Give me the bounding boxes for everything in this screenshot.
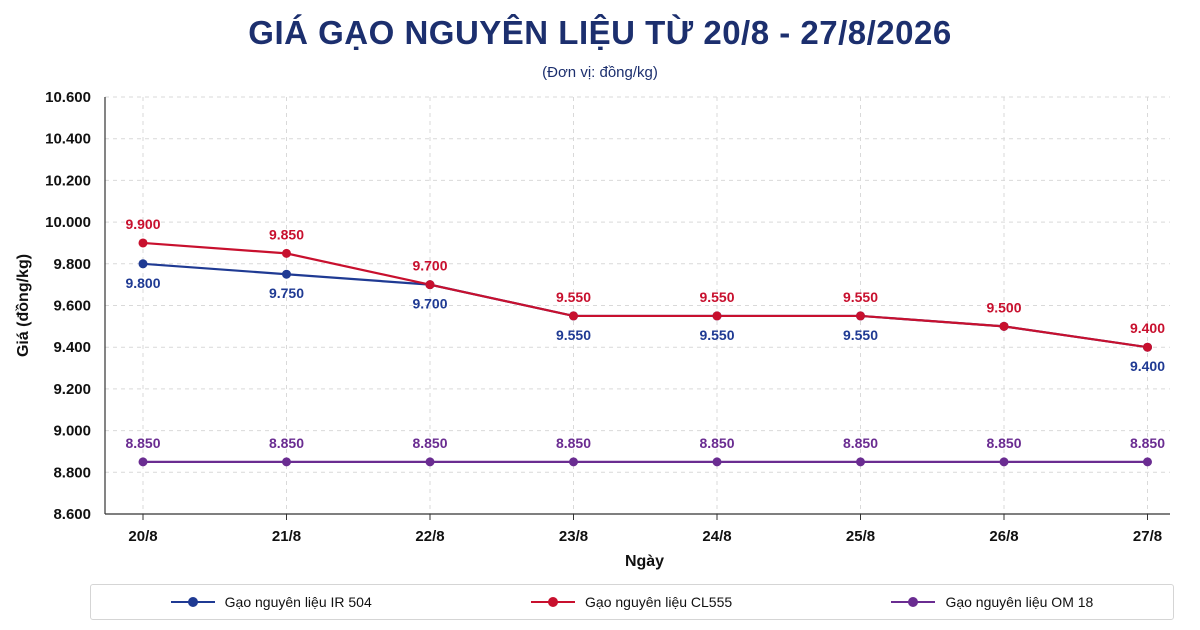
y-tick-label: 10.600 bbox=[45, 89, 91, 106]
data-point-1 bbox=[138, 238, 148, 248]
x-axis-label: Ngày bbox=[625, 553, 664, 570]
legend-swatch-ir504 bbox=[170, 597, 215, 607]
data-label-1: 9.400 bbox=[1130, 320, 1165, 336]
data-point-1 bbox=[569, 311, 578, 321]
data-point-2 bbox=[999, 457, 1009, 467]
chart-subtitle: (Đơn vị: đồng/kg) bbox=[542, 64, 658, 81]
legend-dot-om18 bbox=[908, 597, 919, 607]
legend-dot-cl555 bbox=[548, 597, 559, 607]
data-label-1: 9.550 bbox=[699, 289, 734, 305]
data-label-2: 8.850 bbox=[843, 435, 878, 451]
data-point-2 bbox=[712, 457, 722, 467]
y-tick-label: 8.800 bbox=[53, 464, 91, 481]
x-tick-label: 26/8 bbox=[989, 528, 1018, 545]
y-axis-label: Giá (đồng/kg) bbox=[15, 254, 32, 357]
legend-dot-ir504 bbox=[187, 597, 198, 607]
data-label-2: 8.850 bbox=[125, 435, 160, 451]
data-label-0: 9.550 bbox=[843, 327, 878, 343]
x-tick-label: 23/8 bbox=[559, 528, 588, 545]
x-tick-label: 22/8 bbox=[415, 528, 444, 545]
legend-swatch-om18 bbox=[891, 597, 936, 607]
data-label-0: 9.550 bbox=[556, 327, 591, 343]
y-tick-label: 9.600 bbox=[53, 298, 91, 315]
y-tick-label: 9.200 bbox=[53, 381, 91, 398]
data-label-2: 8.850 bbox=[412, 435, 447, 451]
data-point-2 bbox=[856, 457, 865, 467]
legend-item-om18[interactable]: Gạo nguyên liệu OM 18 bbox=[891, 594, 1093, 610]
data-point-2 bbox=[282, 457, 291, 467]
data-point-1 bbox=[1143, 342, 1152, 352]
y-tick-label: 9.000 bbox=[53, 423, 91, 440]
data-label-2: 8.850 bbox=[986, 435, 1021, 451]
x-tick-label: 25/8 bbox=[846, 528, 875, 545]
y-tick-label: 9.400 bbox=[53, 339, 91, 356]
data-point-1 bbox=[712, 311, 722, 321]
data-label-1: 9.550 bbox=[556, 289, 591, 305]
data-label-1: 9.500 bbox=[986, 299, 1021, 315]
data-point-2 bbox=[138, 457, 148, 467]
chart-title: GIÁ GẠO NGUYÊN LIỆU TỪ 20/8 - 27/8/2026 bbox=[248, 14, 952, 51]
legend-label-ir504: Gạo nguyên liệu IR 504 bbox=[224, 594, 372, 610]
legend-swatch-cl555 bbox=[531, 597, 576, 607]
x-tick-label: 20/8 bbox=[128, 528, 157, 545]
y-tick-label: 10.000 bbox=[45, 214, 91, 231]
legend-label-om18: Gạo nguyên liệu OM 18 bbox=[945, 594, 1094, 610]
data-point-2 bbox=[569, 457, 578, 467]
y-tick-label: 9.800 bbox=[53, 256, 91, 273]
x-tick-label: 21/8 bbox=[272, 528, 301, 545]
data-label-0: 9.750 bbox=[269, 285, 304, 301]
data-point-2 bbox=[425, 457, 435, 467]
data-label-2: 8.850 bbox=[699, 435, 734, 451]
data-point-1 bbox=[999, 321, 1009, 331]
legend-item-cl555[interactable]: Gạo nguyên liệu CL555 bbox=[531, 594, 732, 610]
data-point-0 bbox=[282, 269, 291, 279]
y-tick-label: 10.400 bbox=[45, 131, 91, 148]
data-point-0 bbox=[138, 259, 148, 269]
legend-item-ir504[interactable]: Gạo nguyên liệu IR 504 bbox=[170, 594, 372, 610]
data-label-2: 8.850 bbox=[556, 435, 591, 451]
data-point-1 bbox=[856, 311, 865, 321]
data-label-2: 8.850 bbox=[269, 435, 304, 451]
data-label-1: 9.550 bbox=[843, 289, 878, 305]
series-line-1 bbox=[142, 241, 1148, 349]
data-label-0: 9.550 bbox=[699, 327, 734, 343]
x-tick-label: 24/8 bbox=[702, 528, 731, 545]
y-tick-label: 10.200 bbox=[45, 172, 91, 189]
data-label-0: 9.800 bbox=[125, 275, 160, 291]
data-label-1: 9.850 bbox=[269, 226, 304, 242]
data-label-0: 9.700 bbox=[412, 296, 447, 312]
data-label-2: 8.850 bbox=[1130, 435, 1165, 451]
line-chart: 8.600 8.800 9.000 9.200 9.400 9.600 9.800 10.00… bbox=[15, 89, 1170, 570]
data-point-2 bbox=[1143, 457, 1152, 467]
data-label-0: 9.400 bbox=[1130, 358, 1165, 374]
x-tick-label: 27/8 bbox=[1133, 528, 1162, 545]
data-label-1: 9.900 bbox=[125, 216, 160, 232]
data-label-1: 9.700 bbox=[412, 258, 447, 274]
legend: Gạo nguyên liệu IR 504 Gạo nguyên liệu C… bbox=[90, 584, 1174, 620]
data-point-1 bbox=[282, 248, 291, 258]
data-point-1 bbox=[425, 280, 435, 290]
legend-label-cl555: Gạo nguyên liệu CL555 bbox=[585, 594, 733, 610]
y-tick-label: 8.600 bbox=[53, 506, 91, 523]
